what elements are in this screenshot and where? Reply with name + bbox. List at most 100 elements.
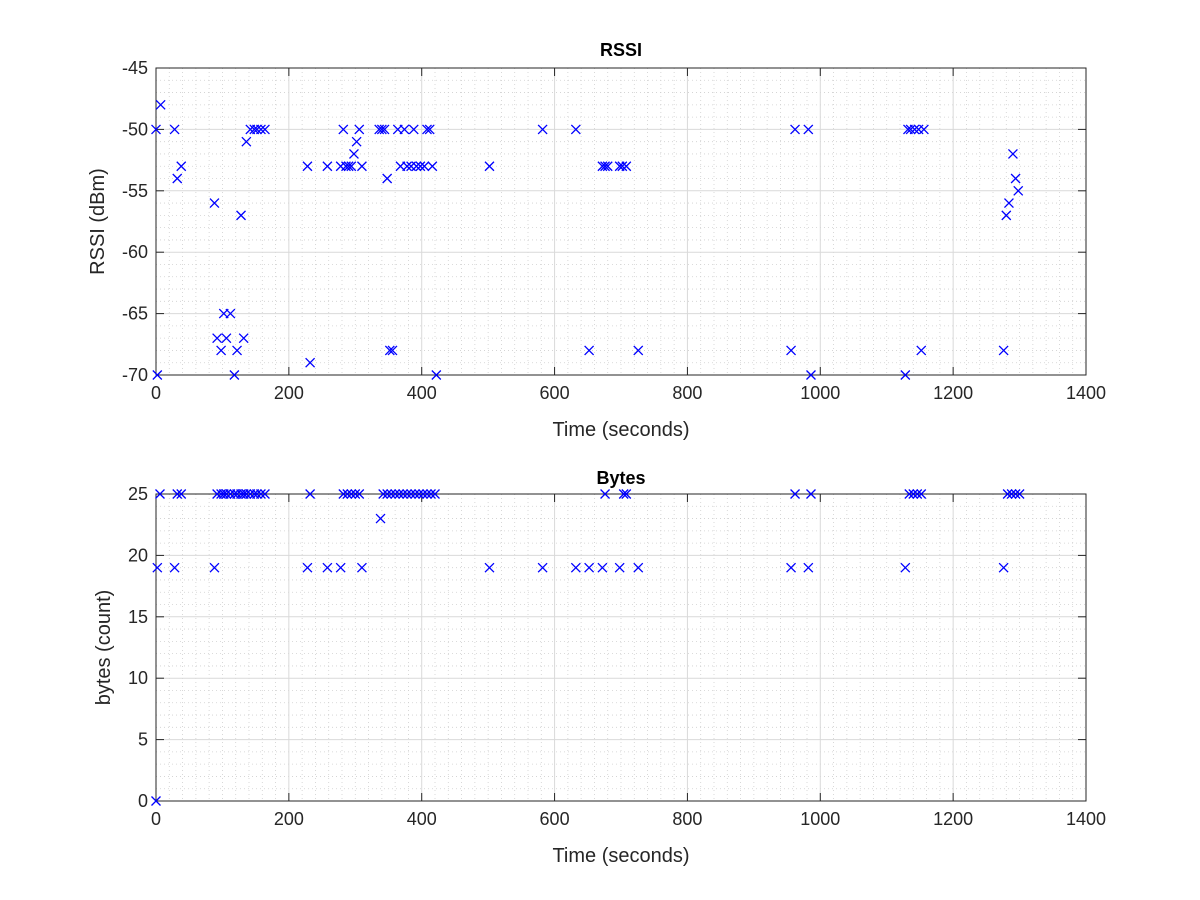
rssi-data-point	[176, 161, 187, 172]
rssi-x-tick-label: 0	[151, 383, 161, 403]
rssi-data-point	[379, 124, 390, 135]
bytes-x-tick-label: 0	[151, 809, 161, 829]
rssi-data-point	[1013, 185, 1024, 196]
bytes-data-point	[430, 489, 440, 499]
rssi-data-point	[484, 161, 495, 172]
bytes-data-point	[354, 489, 365, 499]
rssi-data-point	[806, 370, 816, 380]
rssi-data-point	[172, 173, 183, 184]
bytes-data-point	[900, 562, 911, 573]
rssi-data-point	[356, 161, 367, 172]
bytes-data-point	[378, 489, 389, 499]
bytes-data-point	[356, 562, 367, 573]
rssi-data-point	[431, 370, 442, 380]
bytes-data-point	[346, 489, 357, 499]
rssi-data-point	[415, 161, 426, 172]
rssi-data-point	[225, 308, 236, 319]
rssi-x-axis-label: Time (seconds)	[552, 419, 689, 441]
bytes-data-point	[484, 562, 495, 573]
bytes-x-tick-label: 800	[672, 809, 702, 829]
bytes-data-point	[252, 489, 262, 499]
rssi-x-tick-label: 1000	[800, 383, 840, 403]
rssi-data-point	[387, 345, 398, 356]
bytes-data-point	[912, 489, 923, 499]
bytes-data-point	[209, 562, 220, 573]
bytes-data-point	[1006, 489, 1017, 499]
rssi-data-point	[384, 345, 395, 356]
rssi-data-point	[1003, 198, 1014, 209]
bytes-data-point	[406, 489, 417, 499]
bytes-data-point	[600, 489, 611, 499]
rssi-data-point	[155, 99, 166, 110]
rssi-data-point	[302, 161, 313, 172]
rssi-data-point	[322, 161, 333, 172]
bytes-data-point	[394, 489, 405, 499]
bytes-data-point	[322, 562, 333, 573]
rssi-data-point	[402, 161, 413, 172]
bytes-data-point	[398, 489, 409, 499]
bytes-data-point	[998, 562, 1009, 573]
rssi-y-tick-label: -65	[122, 304, 148, 324]
bytes-x-tick-label: 1000	[800, 809, 840, 829]
rssi-data-point	[229, 370, 240, 380]
rssi-data-point	[909, 124, 920, 135]
bytes-data-point	[597, 562, 608, 573]
bytes-data-point	[584, 562, 595, 573]
rssi-data-point	[351, 136, 362, 147]
rssi-y-tick-label: -45	[122, 58, 148, 78]
bytes-data-point	[786, 562, 797, 573]
bytes-data-point	[402, 489, 413, 499]
bytes-data-point	[537, 562, 548, 573]
rssi-data-point	[343, 161, 354, 172]
bytes-data-point	[241, 489, 252, 499]
bytes-data-point	[1014, 489, 1025, 499]
bytes-x-tick-label: 400	[407, 809, 437, 829]
rssi-data-point	[905, 124, 916, 135]
bytes-data-point	[255, 489, 266, 499]
bytes-data-point	[382, 489, 393, 499]
bytes-data-point	[169, 562, 180, 573]
bytes-data-point	[614, 562, 625, 573]
bytes-data-point	[633, 562, 644, 573]
bytes-data-point	[390, 489, 401, 499]
rssi-data-point	[376, 124, 387, 135]
bytes-y-tick-label: 15	[128, 607, 148, 627]
bytes-data-point	[418, 489, 429, 499]
rssi-title: RSSI	[600, 40, 642, 60]
bytes-data-point	[302, 562, 313, 573]
bytes-data-point	[570, 562, 581, 573]
rssi-x-tick-label: 600	[540, 383, 570, 403]
bytes-y-tick-label: 5	[138, 730, 148, 750]
rssi-data-point	[212, 333, 223, 344]
rssi-data-point	[382, 173, 393, 184]
bytes-markers	[151, 489, 1025, 806]
rssi-data-point	[570, 124, 581, 135]
rssi-data-point	[419, 161, 430, 172]
rssi-x-tick-label: 200	[274, 383, 304, 403]
bytes-x-tick-label: 1400	[1066, 809, 1106, 829]
rssi-data-point	[255, 124, 266, 135]
rssi-y-tick-label: -50	[122, 119, 148, 139]
rssi-data-point	[600, 161, 611, 172]
rssi-data-point	[1007, 149, 1018, 159]
rssi-data-point	[786, 345, 797, 356]
bytes-y-tick-label: 25	[128, 484, 148, 504]
bytes-x-tick-label: 200	[274, 809, 304, 829]
bytes-data-point	[426, 489, 436, 499]
rssi-data-point	[916, 345, 927, 356]
rssi-data-point	[422, 124, 432, 135]
rssi-x-tick-label: 400	[407, 383, 437, 403]
bytes-data-point	[422, 489, 432, 499]
bytes-data-point	[151, 796, 161, 806]
rssi-data-point	[790, 124, 801, 135]
rssi-axes-background	[156, 68, 1086, 375]
bytes-x-tick-label: 1200	[933, 809, 973, 829]
rssi-data-point	[152, 370, 163, 380]
bytes-data-point	[221, 489, 232, 499]
rssi-data-point	[1010, 173, 1021, 184]
bytes-data-point	[908, 489, 919, 499]
rssi-data-point	[584, 345, 595, 356]
rssi-data-point	[354, 124, 365, 135]
bytes-data-point	[335, 562, 346, 573]
